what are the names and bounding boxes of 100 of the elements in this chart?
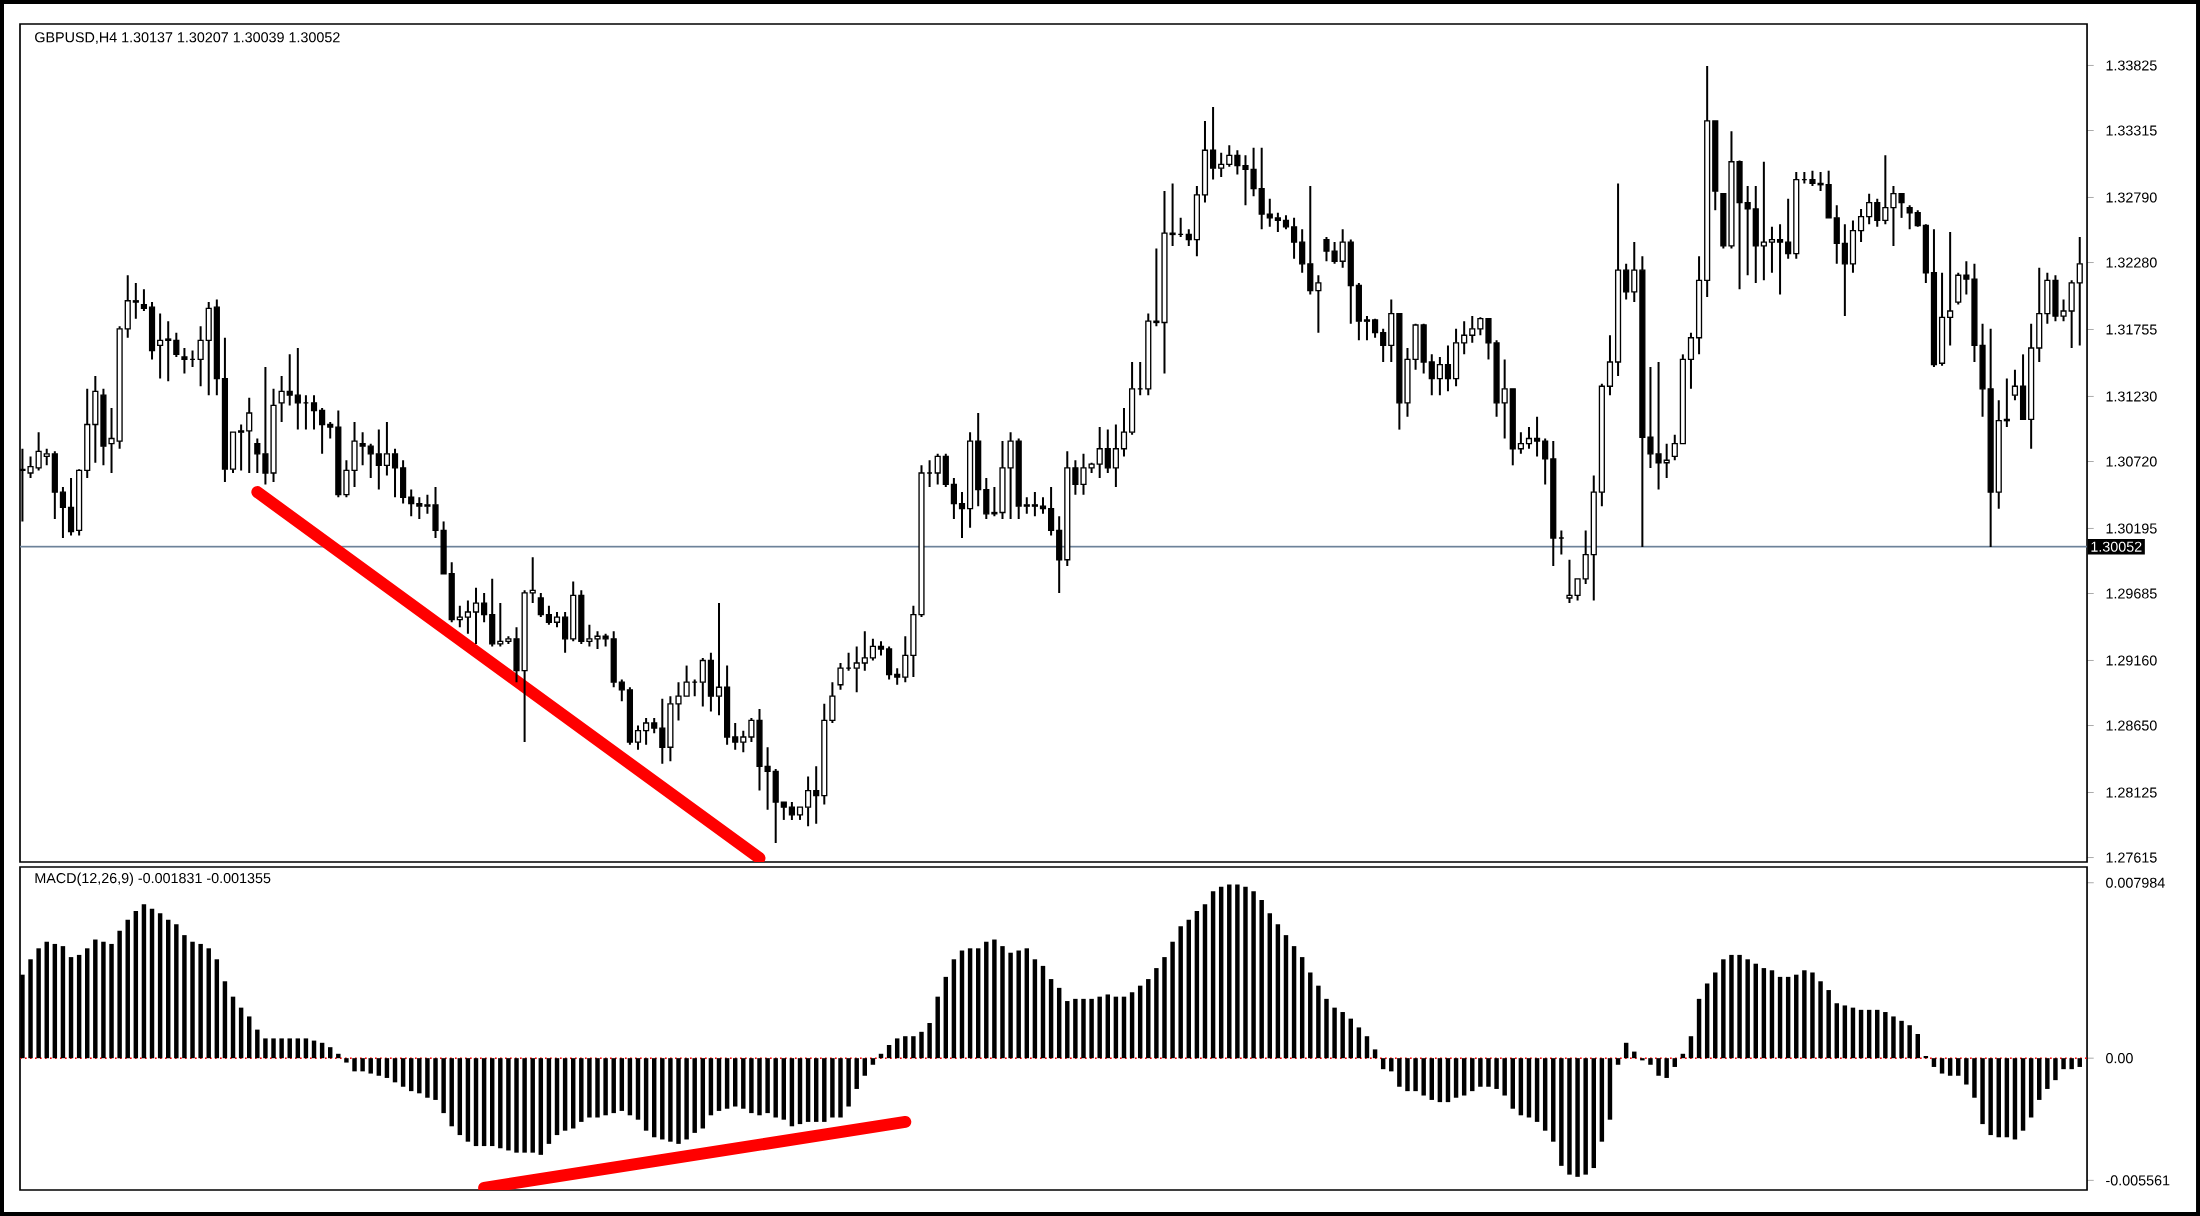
candlestick	[910, 604, 917, 679]
bar	[1016, 950, 1021, 1059]
bar	[1956, 1058, 1961, 1076]
bar	[1308, 972, 1313, 1059]
bar	[975, 948, 981, 1059]
bar	[190, 941, 195, 1059]
candlestick	[521, 589, 528, 744]
bar	[2020, 1058, 2026, 1131]
candlestick	[715, 602, 723, 717]
candlestick	[67, 477, 75, 537]
bar	[368, 1058, 373, 1074]
y-tick-label: 1.33315	[2106, 125, 2157, 136]
candlestick	[116, 325, 123, 450]
bar	[1413, 1058, 1418, 1092]
candlestick	[1582, 529, 1589, 585]
candlestick	[1906, 204, 1913, 231]
candlestick	[1266, 197, 1273, 228]
bar	[93, 939, 98, 1059]
candlestick	[132, 281, 139, 320]
bar	[1980, 1058, 1985, 1125]
bar	[1227, 884, 1232, 1059]
candlestick	[837, 662, 844, 691]
candlestick	[659, 697, 666, 765]
candlestick	[1501, 358, 1508, 440]
candlestick	[1550, 440, 1557, 568]
candlestick	[1072, 459, 1079, 496]
candlestick	[2068, 279, 2075, 349]
bar	[344, 1058, 349, 1063]
candlestick	[1704, 65, 1711, 298]
candlestick	[205, 301, 212, 397]
chart-title: GBPUSD,H4 1.30137 1.30207 1.30039 1.30052	[35, 32, 340, 45]
y-tick-label: 1.29160	[2106, 655, 2157, 666]
y-tick-label: 1.32280	[2106, 257, 2157, 268]
bar	[60, 946, 66, 1059]
bar	[927, 1023, 932, 1059]
bar	[1988, 1058, 1993, 1136]
bar	[1389, 1058, 1394, 1072]
candlestick	[391, 447, 399, 499]
bar	[1510, 1058, 1515, 1109]
bar	[822, 1058, 827, 1122]
bar	[481, 1058, 487, 1147]
bar	[1688, 1036, 1694, 1059]
bar	[1899, 1020, 1904, 1059]
bar	[1429, 1058, 1434, 1100]
bar	[651, 1058, 657, 1138]
bar	[684, 1058, 689, 1140]
bar	[579, 1058, 584, 1122]
bar	[1802, 970, 1807, 1059]
candlestick	[286, 353, 293, 407]
bar	[619, 1058, 625, 1111]
bar	[1461, 1058, 1467, 1096]
bar	[1721, 959, 1726, 1059]
bar	[1170, 941, 1175, 1059]
candlestick	[173, 331, 180, 358]
bar	[1818, 981, 1823, 1059]
candlestick	[1104, 428, 1111, 474]
candlestick	[1606, 334, 1614, 397]
bar	[1907, 1025, 1912, 1059]
bar	[141, 904, 147, 1059]
bar	[943, 976, 949, 1059]
bar	[522, 1058, 527, 1153]
candlestick	[2076, 236, 2083, 347]
bar	[538, 1058, 544, 1155]
bar	[1372, 1049, 1378, 1059]
bar	[157, 913, 163, 1059]
bar	[1364, 1036, 1370, 1059]
bar	[1178, 926, 1183, 1059]
bar	[85, 948, 90, 1059]
candlestick	[335, 409, 342, 499]
bar	[433, 1058, 438, 1100]
bar	[1640, 1058, 1645, 1061]
candlestick	[359, 431, 366, 467]
candlestick	[1517, 431, 1524, 455]
bar	[1356, 1027, 1362, 1059]
candlestick	[1347, 238, 1354, 325]
bar	[2077, 1058, 2082, 1067]
bar	[1380, 1058, 1386, 1070]
bar	[1235, 884, 1240, 1059]
bar	[984, 941, 989, 1059]
chart-title: MACD(12,26,9) -0.001831 -0.001355	[35, 872, 271, 886]
bar	[1672, 1058, 1677, 1067]
candlestick	[724, 664, 731, 746]
candlestick	[408, 488, 415, 518]
bar	[214, 959, 220, 1059]
candlestick	[764, 746, 771, 811]
bar	[360, 1058, 365, 1072]
candlestick	[1226, 144, 1233, 168]
bar	[246, 1016, 252, 1059]
candlestick	[1307, 185, 1314, 296]
bar	[846, 1058, 851, 1107]
bar	[830, 1058, 835, 1118]
bar	[1891, 1016, 1896, 1059]
candlestick	[1639, 255, 1646, 548]
bar	[1316, 985, 1321, 1059]
bar	[1275, 924, 1281, 1059]
candlestick	[472, 586, 480, 645]
bar	[1713, 972, 1718, 1059]
candlestick	[821, 702, 828, 806]
candlestick	[2019, 353, 2027, 421]
candlestick	[1866, 192, 1873, 226]
